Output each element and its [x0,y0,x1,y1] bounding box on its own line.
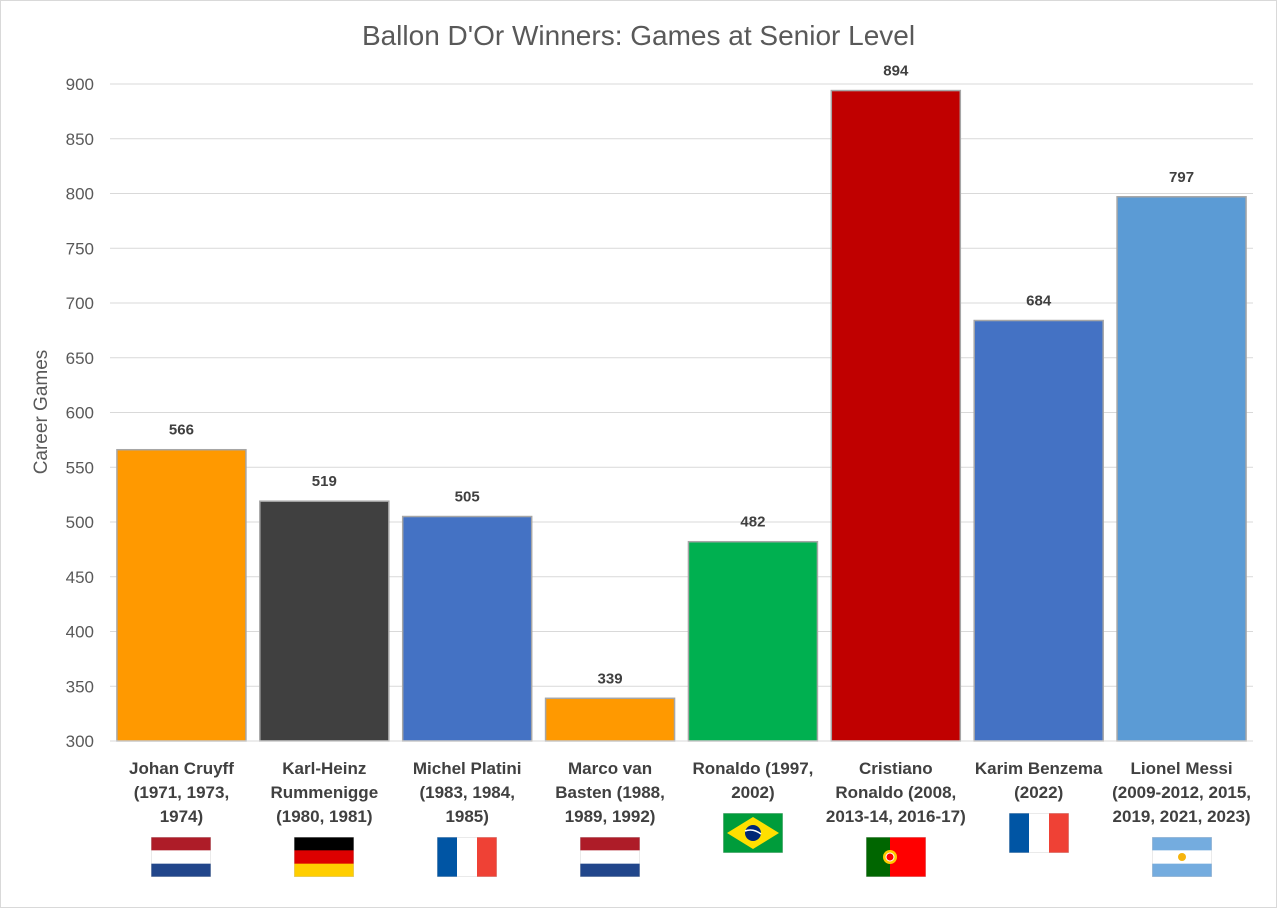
x-tick-label: Johan Cruyff (1971, 1973, 1974) [111,757,251,877]
bar [116,448,247,742]
data-label: 519 [312,473,337,490]
y-tick-label: 300 [66,732,94,751]
x-tick-label: Lionel Messi (2009-2012, 2015, 2019, 202… [1112,757,1252,877]
category-name: Michel Platini (1983, 1984, 1985) [412,759,522,826]
y-tick-label: 450 [66,568,94,587]
y-tick-label: 700 [66,294,94,313]
bar [830,89,962,742]
category-name: Lionel Messi (2009-2012, 2015, 2019, 202… [1112,759,1252,826]
bar [1116,196,1247,742]
data-labels: 566 519 505 339 482 894 684 797 [169,63,1194,688]
x-tick-label: Karim Benzema (2022) [969,757,1109,853]
data-label: 505 [455,489,480,506]
x-tick-label: Ronaldo (1997, 2002) [683,757,823,853]
y-tick-label: 750 [66,239,94,258]
y-tick-label: 600 [66,404,94,423]
y-axis-ticks: 300 350 400 450 500 550 600 650 700 750 800 850 900 [66,75,94,751]
france-flag-icon [437,837,498,877]
portugal-flag-icon [865,837,926,877]
x-tick-label: Michel Platini (1983, 1984, 1985) [397,757,537,877]
netherlands-flag-icon [151,837,212,877]
data-label: 482 [740,514,765,531]
y-tick-label: 850 [66,130,94,149]
brazil-flag-icon [722,813,783,853]
category-name: Karl-Heinz Rummenigge (1980, 1981) [270,759,379,826]
category-name: Karim Benzema (2022) [974,759,1103,802]
data-label: 339 [598,670,623,687]
category-name: Ronaldo (1997, 2002) [692,759,814,802]
bar [401,515,533,742]
bars [116,89,1247,742]
y-tick-label: 800 [66,185,94,204]
data-label: 894 [883,63,909,80]
germany-flag-icon [294,837,355,877]
y-tick-label: 350 [66,677,94,696]
x-tick-label: Marco van Basten (1988, 1989, 1992) [540,757,680,877]
bar [544,697,676,742]
data-label: 684 [1026,293,1052,310]
bar [259,500,390,742]
netherlands-flag-icon [580,837,641,877]
y-tick-label: 900 [66,75,94,94]
chart-title: Ballon D'Or Winners: Games at Senior Lev… [361,20,916,51]
france-flag-icon [1008,813,1069,853]
x-tick-label: Karl-Heinz Rummenigge (1980, 1981) [254,757,394,877]
y-tick-label: 550 [66,458,94,477]
x-tick-label: Cristiano Ronaldo (2008, 2013-14, 2016-1… [826,757,966,877]
y-tick-label: 500 [66,513,94,532]
argentina-flag-icon [1151,837,1212,877]
y-tick-label: 400 [66,623,94,642]
category-name: Marco van Basten (1988, 1989, 1992) [555,759,665,826]
category-name: Cristiano Ronaldo (2008, 2013-14, 2016-1… [825,759,966,826]
data-label: 797 [1169,169,1194,186]
bar [973,319,1104,742]
category-name: Johan Cruyff (1971, 1973, 1974) [129,759,234,826]
data-label: 566 [169,422,194,439]
y-tick-label: 650 [66,349,94,368]
bar [687,540,819,742]
